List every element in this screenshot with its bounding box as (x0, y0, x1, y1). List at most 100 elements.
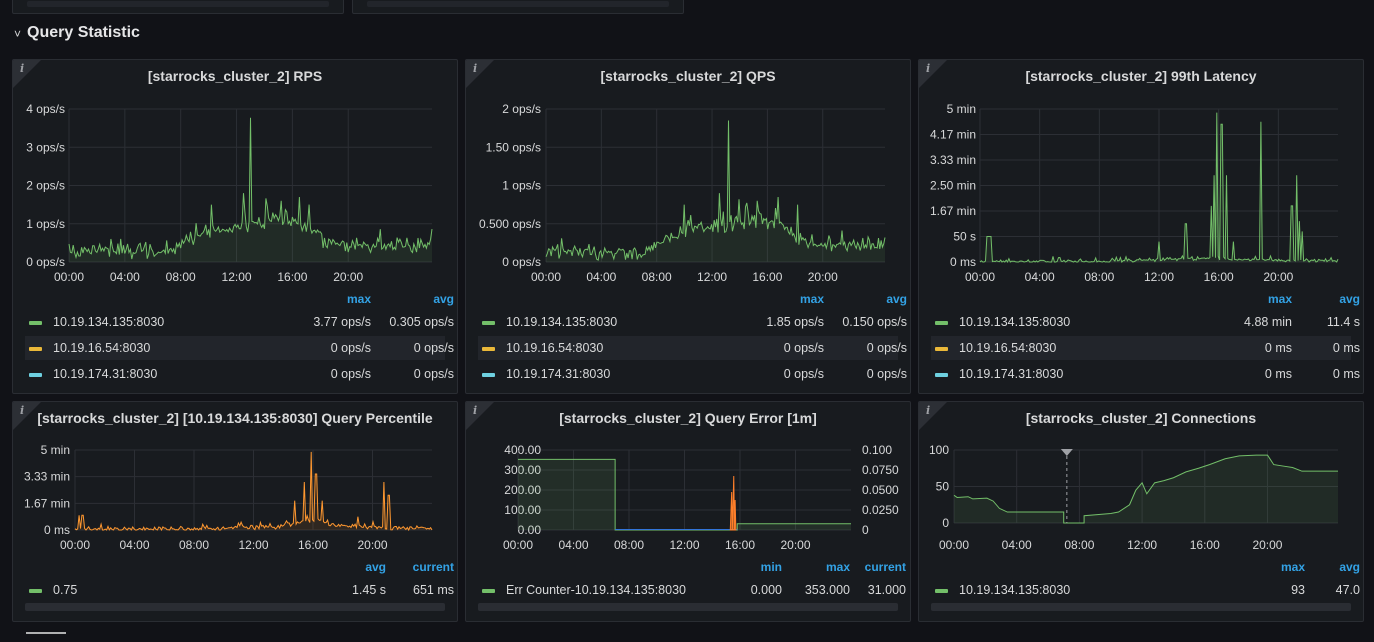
y2-tick-label: 0 (862, 523, 869, 537)
legend-row[interactable]: 0.75 1.45 s 651 ms (25, 578, 454, 602)
y-tick-label: 1 ops/s (26, 217, 65, 231)
legend-row[interactable]: 10.19.16.54:8030 0 ops/s 0 ops/s (25, 336, 454, 360)
x-tick-label: 00:00 (60, 538, 90, 552)
legend-scrollbar[interactable] (25, 603, 445, 611)
info-icon[interactable]: i (473, 62, 478, 75)
legend-value-max: 4.88 min (1244, 315, 1292, 329)
annotation-marker-icon[interactable] (1060, 449, 1073, 456)
series-spike-1 (729, 475, 737, 531)
legend-column-avg[interactable]: avg (1339, 292, 1360, 306)
legend-column-max[interactable]: max (1267, 292, 1292, 306)
legend-swatch (29, 589, 42, 593)
legend-column-max[interactable]: max (799, 292, 824, 306)
chart-svg[interactable]: 2 ops/s 1.50 ops/s 1 ops/s 0.500 ops/s 0 ops… (466, 60, 910, 393)
legend-row[interactable]: 10.19.174.31:8030 0 ops/s 0 ops/s (25, 362, 454, 386)
legend-row[interactable]: 10.19.134.135:8030 93 47.0 (931, 578, 1360, 602)
x-tick-label: 04:00 (1025, 270, 1055, 284)
legend-scrollbar[interactable] (478, 603, 898, 611)
legend-column-avg[interactable]: avg (365, 560, 386, 574)
legend-column-max[interactable]: max (825, 560, 850, 574)
info-icon[interactable]: i (20, 404, 25, 417)
legend-column-min[interactable]: min (760, 560, 782, 574)
panel-title[interactable]: [starrocks_cluster_2] RPS (147, 68, 323, 84)
info-icon[interactable]: i (20, 62, 25, 75)
legend-row[interactable]: 10.19.134.135:8030 3.77 ops/s 0.305 ops/s (25, 310, 454, 334)
chart-svg[interactable]: 400.00 300.00 200.00 100.00 0.00 0.100 0.0750 0… (466, 402, 910, 621)
legend-column-avg[interactable]: avg (886, 292, 907, 306)
x-tick-label: 20:00 (333, 270, 363, 284)
legend-series-name: 10.19.16.54:8030 (959, 341, 1057, 355)
legend-row[interactable]: Err Counter-10.19.134.135:8030 0.000 353.0… (478, 578, 906, 602)
chart-svg[interactable]: 4 ops/s3 ops/s2 ops/s1 ops/s0 ops/s00:00… (13, 60, 457, 393)
previous-panel-stub (12, 0, 344, 14)
legend-series-name: 10.19.174.31:8030 (506, 367, 611, 381)
legend-value-max: 1.85 ops/s (766, 315, 824, 329)
legend-value-avg: 0 ms (1332, 341, 1360, 355)
y-tick-label: 50 (936, 480, 950, 494)
y-tick-label: 4 ops/s (26, 102, 65, 116)
legend-series-name: 10.19.134.135:8030 (959, 315, 1071, 329)
legend-column-current[interactable]: current (412, 560, 454, 574)
x-tick-label: 08:00 (1064, 538, 1094, 552)
legend-value-max: 0 ops/s (783, 341, 824, 355)
legend-value-avg: 0 ops/s (866, 341, 907, 355)
legend-column-avg[interactable]: avg (1339, 560, 1360, 574)
x-tick-label: 16:00 (752, 270, 782, 284)
series-line-0 (979, 112, 1339, 264)
legend-row[interactable]: 10.19.174.31:8030 0 ops/s 0 ops/s (478, 362, 907, 386)
legend-row[interactable]: 10.19.174.31:8030 0 ms 0 ms (931, 362, 1360, 386)
y-tick-label: 0 ms (44, 523, 70, 537)
x-tick-label: 00:00 (939, 538, 969, 552)
legend-value-max: 3.77 ops/s (313, 315, 371, 329)
panel-title[interactable]: [starrocks_cluster_2] Query Error [1m] (559, 410, 817, 426)
x-tick-label: 00:00 (965, 270, 995, 284)
legend-swatch (482, 373, 495, 377)
legend-column-max[interactable]: max (1280, 560, 1305, 574)
x-tick-label: 20:00 (357, 538, 387, 552)
series-line-0 (74, 451, 433, 532)
panel-rps[interactable]: i [starrocks_cluster_2] RPS 4 ops/s 3 ops… (12, 59, 458, 394)
panel-connections[interactable]: i [starrocks_cluster_2] Connections 100 5… (918, 401, 1364, 622)
legend-column-max[interactable]: max (346, 292, 371, 306)
legend-column-avg[interactable]: avg (433, 292, 454, 306)
panel-qps[interactable]: i [starrocks_cluster_2] QPS 2 ops/s 1.50 … (465, 59, 911, 394)
legend-row[interactable]: 10.19.134.135:8030 4.88 min 11.4 s (931, 310, 1360, 334)
info-icon[interactable]: i (926, 62, 931, 75)
x-tick-label: 04:00 (119, 538, 149, 552)
x-tick-label: 16:00 (277, 270, 307, 284)
panel-title[interactable]: [starrocks_cluster_2] [10.19.134.135:803… (37, 410, 433, 426)
y-tick-label: 200.00 (504, 483, 541, 497)
legend-value-max: 0 ops/s (330, 341, 371, 355)
legend-series-name: 10.19.134.135:8030 (506, 315, 618, 329)
x-tick-label: 16:00 (298, 538, 328, 552)
series-area-0 (954, 455, 1338, 523)
y-tick-label: 5 min (947, 102, 976, 116)
legend-column-current[interactable]: current (864, 560, 906, 574)
legend-value-max: 93 (1291, 583, 1305, 597)
panel-query-percentile[interactable]: i [starrocks_cluster_2] [10.19.134.135:8… (12, 401, 458, 622)
legend-series-name: 10.19.134.135:8030 (53, 315, 165, 329)
legend-scrollbar[interactable] (931, 603, 1351, 611)
y-tick-label: 1.67 min (930, 204, 976, 218)
info-icon[interactable]: i (926, 404, 931, 417)
panel-title[interactable]: [starrocks_cluster_2] 99th Latency (1025, 68, 1257, 84)
chevron-down-icon: ˅ (14, 27, 22, 41)
y-tick-label: 2 ops/s (26, 179, 65, 193)
legend: max avg 10.19.134.135:8030 93 47.0 (931, 560, 1360, 621)
legend-row[interactable]: 10.19.16.54:8030 0 ms 0 ms (931, 336, 1360, 360)
legend-row[interactable]: 10.19.16.54:8030 0 ops/s 0 ops/s (478, 336, 907, 360)
x-tick-label: 04:00 (586, 270, 616, 284)
panel-query-error[interactable]: i [starrocks_cluster_2] Query Error [1m]… (465, 401, 911, 622)
info-icon[interactable]: i (473, 404, 478, 417)
panel-99th-latency[interactable]: i [starrocks_cluster_2] 99th Latency 5 m… (918, 59, 1364, 394)
next-row-header-stub (26, 632, 66, 642)
legend-value-max: 0 ms (1264, 341, 1292, 355)
chart-svg[interactable]: 5 min 4.17 min 3.33 min 2.50 min 1.67 min 50 … (919, 60, 1363, 393)
y2-tick-label: 0.0250 (862, 503, 899, 517)
legend-row[interactable]: 10.19.134.135:8030 1.85 ops/s 0.150 ops/s (478, 310, 907, 334)
panel-title[interactable]: [starrocks_cluster_2] Connections (1025, 410, 1257, 426)
row-header-query-statistic[interactable]: ˅ Query Statistic (14, 24, 140, 42)
chart-svg[interactable]: 100 50 0 00:00 04:00 08:00 12:00 16:00 20:00 (919, 402, 1363, 621)
panel-title[interactable]: [starrocks_cluster_2] QPS (600, 68, 776, 84)
